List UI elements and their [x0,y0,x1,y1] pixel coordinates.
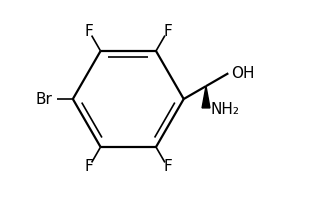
Text: Br: Br [35,91,52,107]
Text: OH: OH [231,66,254,81]
Polygon shape [202,86,210,108]
Text: F: F [163,24,172,39]
Text: F: F [85,24,94,39]
Text: NH₂: NH₂ [211,102,240,117]
Text: F: F [85,159,94,174]
Text: F: F [163,159,172,174]
